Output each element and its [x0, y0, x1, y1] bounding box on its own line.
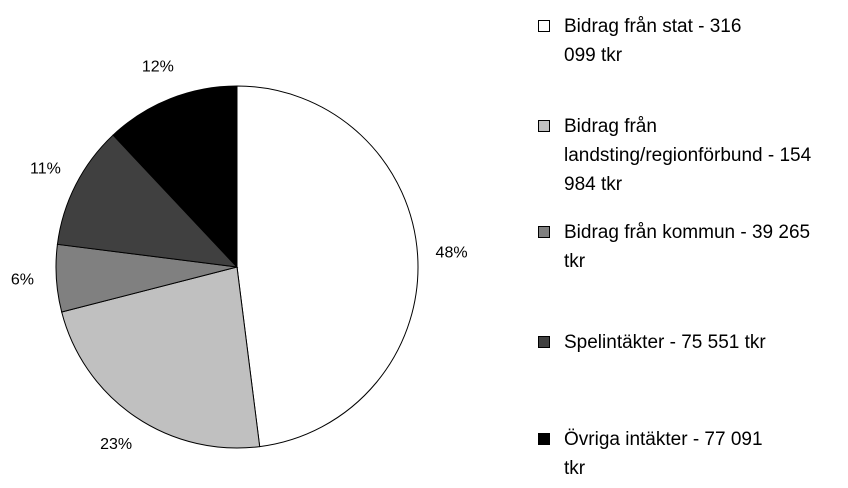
legend-label: Övriga intäkter - 77 091 tkr [564, 429, 763, 479]
pie-slice [56, 134, 239, 268]
legend-swatch [538, 120, 550, 132]
legend-swatch [538, 336, 550, 348]
legend-item: Bidrag från kommun - 39 265 tkr [538, 218, 826, 276]
legend-label: Bidrag från landsting/regionförbund - 15… [564, 116, 812, 195]
legend-item: Spelintäkter - 75 551 tkr [538, 328, 848, 357]
slice-label: 48% [436, 245, 468, 262]
slice-label: 6% [11, 272, 34, 289]
legend-swatch [538, 433, 550, 445]
legend-swatch [538, 20, 550, 32]
legend-label: Bidrag från kommun - 39 265 tkr [564, 222, 811, 272]
legend-item: Övriga intäkter - 77 091 tkr [538, 425, 764, 483]
pie-slice [112, 85, 238, 269]
slice-label: 11% [30, 161, 61, 178]
legend-label: Spelintäkter - 75 551 tkr [564, 332, 766, 353]
slice-label: 12% [142, 58, 174, 75]
pie-slice [61, 266, 261, 449]
legend-swatch [538, 226, 550, 238]
legend-label: Bidrag från stat - 316 099 tkr [564, 16, 742, 66]
legend-item: Bidrag från stat - 316 099 tkr [538, 12, 764, 70]
slice-label: 23% [100, 436, 132, 453]
legend-item: Bidrag från landsting/regionförbund - 15… [538, 112, 832, 199]
pie-slice [236, 85, 419, 448]
